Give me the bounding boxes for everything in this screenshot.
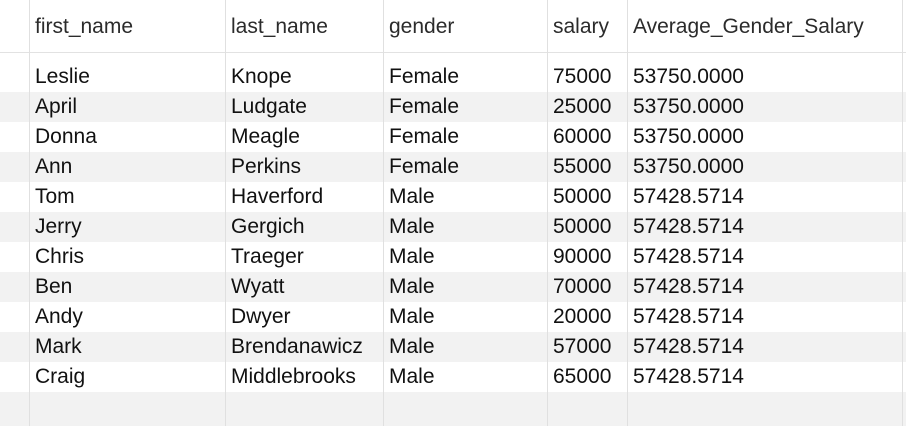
cell-gender[interactable]: Male bbox=[383, 302, 547, 332]
cell-salary[interactable]: 65000 bbox=[547, 362, 627, 392]
cell-gender[interactable]: Male bbox=[383, 242, 547, 272]
empty-cell[interactable] bbox=[547, 392, 627, 426]
column-divider bbox=[547, 0, 548, 426]
table-row[interactable]: Donna Meagle Female 60000 53750.0000 bbox=[0, 122, 906, 152]
cell-first-name[interactable]: Chris bbox=[29, 242, 225, 272]
cell-average-gender-salary[interactable]: 57428.5714 bbox=[627, 212, 902, 242]
column-header-gender[interactable]: gender bbox=[383, 11, 547, 43]
cell-gender[interactable]: Female bbox=[383, 62, 547, 92]
cell-first-name[interactable]: Jerry bbox=[29, 212, 225, 242]
empty-cell[interactable] bbox=[627, 392, 902, 426]
empty-cell[interactable] bbox=[29, 392, 225, 426]
cell-first-name[interactable]: Andy bbox=[29, 302, 225, 332]
cell-last-name[interactable]: Haverford bbox=[225, 182, 383, 212]
table-row[interactable]: Andy Dwyer Male 20000 57428.5714 bbox=[0, 302, 906, 332]
cell-first-name[interactable]: Mark bbox=[29, 332, 225, 362]
cell-first-name[interactable]: Craig bbox=[29, 362, 225, 392]
cell-last-name[interactable]: Gergich bbox=[225, 212, 383, 242]
cell-last-name[interactable]: Ludgate bbox=[225, 92, 383, 122]
cell-salary[interactable]: 70000 bbox=[547, 272, 627, 302]
cell-salary[interactable]: 50000 bbox=[547, 182, 627, 212]
cell-first-name[interactable]: Donna bbox=[29, 122, 225, 152]
cell-first-name[interactable]: Ben bbox=[29, 272, 225, 302]
table-row[interactable]: Tom Haverford Male 50000 57428.5714 bbox=[0, 182, 906, 212]
table-row[interactable]: Ben Wyatt Male 70000 57428.5714 bbox=[0, 272, 906, 302]
column-divider bbox=[383, 0, 384, 426]
cell-average-gender-salary[interactable]: 57428.5714 bbox=[627, 302, 902, 332]
column-divider bbox=[225, 0, 226, 426]
table-row[interactable]: April Ludgate Female 25000 53750.0000 bbox=[0, 92, 906, 122]
cell-gender[interactable]: Male bbox=[383, 362, 547, 392]
table-body: Leslie Knope Female 75000 53750.0000 April Lud… bbox=[0, 62, 906, 392]
column-header-salary[interactable]: salary bbox=[547, 11, 627, 43]
cell-salary[interactable]: 75000 bbox=[547, 62, 627, 92]
cell-salary[interactable]: 25000 bbox=[547, 92, 627, 122]
table-row[interactable]: Mark Brendanawicz Male 57000 57428.5714 bbox=[0, 332, 906, 362]
column-header-first-name[interactable]: first_name bbox=[29, 11, 225, 43]
column-header-average-gender-salary[interactable]: Average_Gender_Salary bbox=[627, 11, 902, 43]
cell-average-gender-salary[interactable]: 53750.0000 bbox=[627, 152, 902, 182]
cell-first-name[interactable]: Leslie bbox=[29, 62, 225, 92]
cell-salary[interactable]: 50000 bbox=[547, 212, 627, 242]
column-divider bbox=[627, 0, 628, 426]
header-gap bbox=[0, 53, 906, 62]
cell-average-gender-salary[interactable]: 57428.5714 bbox=[627, 272, 902, 302]
cell-last-name[interactable]: Traeger bbox=[225, 242, 383, 272]
cell-gender[interactable]: Male bbox=[383, 332, 547, 362]
cell-last-name[interactable]: Dwyer bbox=[225, 302, 383, 332]
cell-first-name[interactable]: Ann bbox=[29, 152, 225, 182]
table-row[interactable]: Leslie Knope Female 75000 53750.0000 bbox=[0, 62, 906, 92]
cell-gender[interactable]: Female bbox=[383, 152, 547, 182]
column-divider bbox=[902, 0, 903, 426]
cell-last-name[interactable]: Middlebrooks bbox=[225, 362, 383, 392]
cell-gender[interactable]: Male bbox=[383, 182, 547, 212]
cell-salary[interactable]: 90000 bbox=[547, 242, 627, 272]
cell-first-name[interactable]: April bbox=[29, 92, 225, 122]
empty-cell[interactable] bbox=[225, 392, 383, 426]
cell-last-name[interactable]: Meagle bbox=[225, 122, 383, 152]
cell-average-gender-salary[interactable]: 53750.0000 bbox=[627, 62, 902, 92]
cell-gender[interactable]: Male bbox=[383, 212, 547, 242]
column-divider bbox=[29, 0, 30, 426]
cell-last-name[interactable]: Wyatt bbox=[225, 272, 383, 302]
cell-last-name[interactable]: Knope bbox=[225, 62, 383, 92]
column-header-row: first_name last_name gender salary Avera… bbox=[0, 0, 906, 53]
cell-gender[interactable]: Male bbox=[383, 272, 547, 302]
cell-average-gender-salary[interactable]: 57428.5714 bbox=[627, 332, 902, 362]
table-row[interactable]: Ann Perkins Female 55000 53750.0000 bbox=[0, 152, 906, 182]
column-header-last-name[interactable]: last_name bbox=[225, 11, 383, 43]
table-row[interactable]: Chris Traeger Male 90000 57428.5714 bbox=[0, 242, 906, 272]
cell-average-gender-salary[interactable]: 57428.5714 bbox=[627, 242, 902, 272]
cell-salary[interactable]: 20000 bbox=[547, 302, 627, 332]
table-row[interactable]: Craig Middlebrooks Male 65000 57428.5714 bbox=[0, 362, 906, 392]
table-row[interactable]: Jerry Gergich Male 50000 57428.5714 bbox=[0, 212, 906, 242]
cell-first-name[interactable]: Tom bbox=[29, 182, 225, 212]
cell-salary[interactable]: 57000 bbox=[547, 332, 627, 362]
cell-gender[interactable]: Female bbox=[383, 122, 547, 152]
cell-average-gender-salary[interactable]: 53750.0000 bbox=[627, 92, 902, 122]
empty-cell[interactable] bbox=[383, 392, 547, 426]
empty-new-row[interactable] bbox=[0, 392, 906, 426]
cell-gender[interactable]: Female bbox=[383, 92, 547, 122]
cell-average-gender-salary[interactable]: 57428.5714 bbox=[627, 362, 902, 392]
cell-salary[interactable]: 55000 bbox=[547, 152, 627, 182]
cell-salary[interactable]: 60000 bbox=[547, 122, 627, 152]
cell-last-name[interactable]: Brendanawicz bbox=[225, 332, 383, 362]
cell-average-gender-salary[interactable]: 53750.0000 bbox=[627, 122, 902, 152]
cell-average-gender-salary[interactable]: 57428.5714 bbox=[627, 182, 902, 212]
cell-last-name[interactable]: Perkins bbox=[225, 152, 383, 182]
